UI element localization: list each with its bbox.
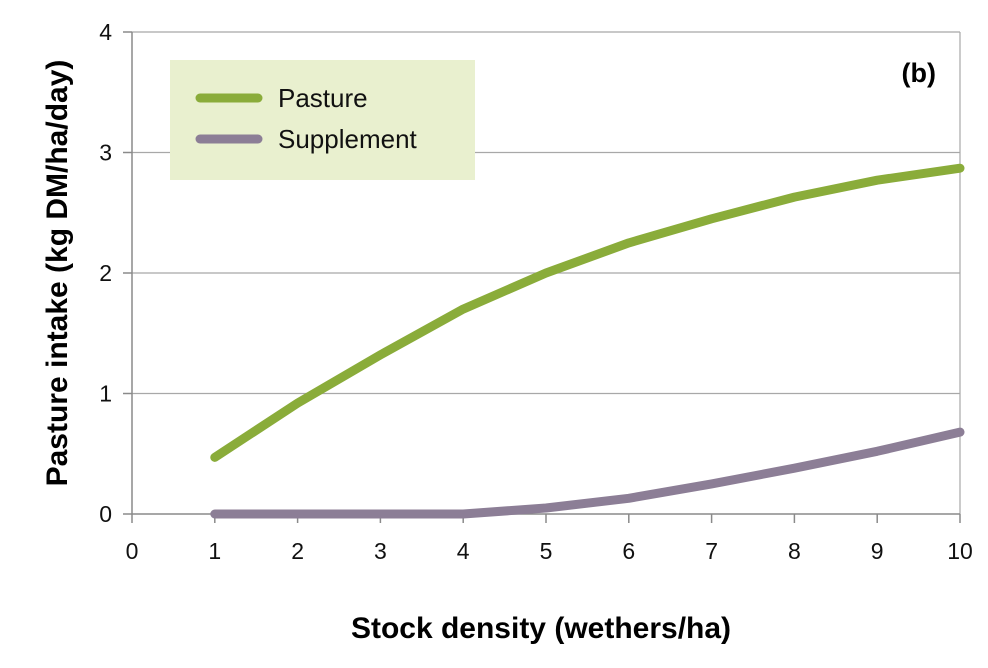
x-tick-label: 4 [457, 538, 470, 564]
y-tick-label: 1 [99, 381, 112, 407]
panel-label: (b) [902, 58, 936, 88]
x-tick-label: 2 [291, 538, 304, 564]
x-tick-label: 7 [705, 538, 718, 564]
x-axis-title: Stock density (wethers/ha) [351, 612, 731, 645]
x-tick-label: 0 [126, 538, 139, 564]
x-tick-label: 8 [788, 538, 801, 564]
y-tick-label: 4 [99, 19, 112, 45]
x-tick-label: 9 [871, 538, 884, 564]
x-tick-label: 3 [374, 538, 387, 564]
axes: 0 1 2 3 4 5 6 7 8 9 10 0 1 2 3 4 [99, 19, 973, 564]
x-tick-label: 1 [208, 538, 221, 564]
series-line-pasture [210, 163, 965, 462]
y-tick-label: 2 [99, 260, 112, 286]
series-line-supplement [210, 427, 965, 519]
series-group [210, 163, 965, 519]
legend-label-pasture: Pasture [278, 83, 368, 113]
x-tick-label: 10 [947, 538, 973, 564]
y-tick-label: 0 [99, 501, 112, 527]
y-axis-title: Pasture intake (kg DM/ha/day) [41, 60, 74, 487]
x-tick-label: 5 [540, 538, 553, 564]
legend: Pasture Supplement [170, 60, 475, 180]
legend-background [170, 60, 475, 180]
legend-label-supplement: Supplement [278, 124, 418, 154]
y-tick-label: 3 [99, 140, 112, 166]
x-tick-label: 6 [622, 538, 635, 564]
